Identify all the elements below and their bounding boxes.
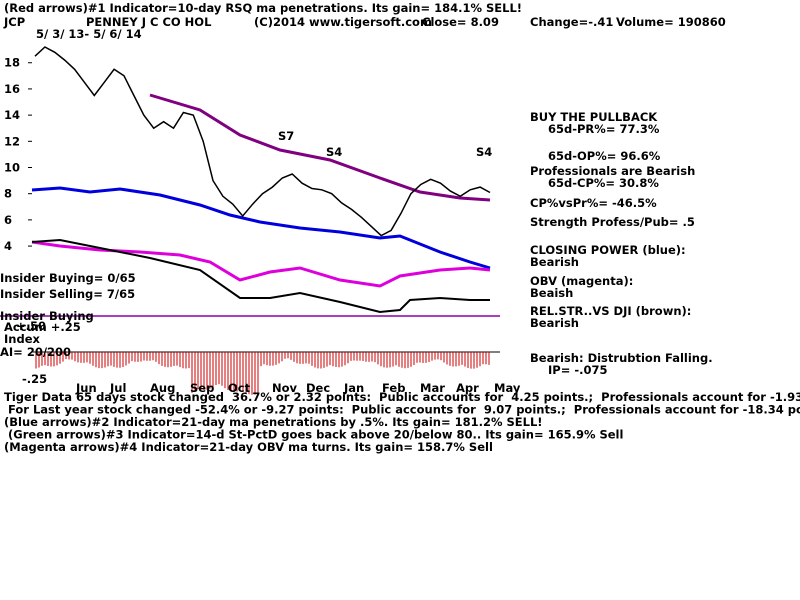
closing-power-line bbox=[31, 186, 491, 270]
x-tick-label: Jul bbox=[109, 381, 126, 395]
change: Change=-.41 bbox=[530, 15, 613, 29]
right-note: Bearish bbox=[530, 316, 579, 330]
footer-line: Tiger Data 65 days stock changed 36.7% o… bbox=[4, 390, 800, 404]
right-note: BUY THE PULLBACK bbox=[530, 110, 658, 124]
left-note: AI= 20/200 bbox=[0, 345, 71, 359]
left-note: Accum +.25 bbox=[4, 320, 81, 334]
right-note: 65d-OP%= 96.6% bbox=[548, 149, 661, 163]
y-tick-label: 14 bbox=[4, 108, 20, 122]
annotation: S4 bbox=[326, 145, 342, 159]
y-tick-label: 6 bbox=[4, 213, 12, 227]
y-tick-label: 18 bbox=[4, 56, 20, 70]
y-tick-label: 8 bbox=[4, 187, 12, 201]
header: (Red arrows)#1 Indicator=10-day RSQ ma p… bbox=[4, 1, 522, 15]
right-note: Bearish bbox=[530, 255, 579, 269]
x-tick-label: Oct bbox=[228, 381, 251, 395]
x-tick-label: Aug bbox=[150, 381, 175, 395]
right-note: Bearish: Distrubtion Falling. bbox=[530, 351, 713, 365]
footer-line: (Magenta arrows)#4 Indicator=21-day OBV … bbox=[4, 440, 493, 454]
date-range: 5/ 3/ 13- 5/ 6/ 14 bbox=[36, 27, 142, 41]
x-tick-label: Dec bbox=[306, 381, 330, 395]
source: (C)2014 www.tigersoft.com bbox=[254, 15, 432, 29]
relative-strength-line bbox=[31, 238, 490, 314]
footer-line: (Blue arrows)#2 Indicator=21-day ma pene… bbox=[4, 415, 543, 429]
x-tick-label: Mar bbox=[420, 381, 445, 395]
left-note: Index bbox=[4, 332, 40, 346]
x-tick-label: Sep bbox=[190, 381, 214, 395]
right-note: CLOSING POWER (blue): bbox=[530, 243, 686, 257]
x-tick-label: Nov bbox=[272, 381, 298, 395]
right-note: Professionals are Bearish bbox=[530, 164, 695, 178]
volume: Volume= 190860 bbox=[616, 15, 726, 29]
right-note: Strength Profess/Pub= .5 bbox=[530, 215, 695, 229]
footer-line: For Last year stock changed -52.4% or -9… bbox=[4, 403, 800, 417]
x-tick-label: Jun bbox=[75, 381, 97, 395]
y-tick-label: 12 bbox=[4, 134, 20, 148]
right-note: 65d-CP%= 30.8% bbox=[548, 176, 659, 190]
annotation: S4 bbox=[476, 145, 492, 159]
symbol: JCP bbox=[3, 15, 25, 29]
price-line bbox=[34, 46, 491, 237]
x-tick-label: Jan bbox=[343, 381, 364, 395]
right-note: Beaish bbox=[530, 286, 573, 300]
footer-line: (Green arrows)#3 Indicator=14-d St-PctD … bbox=[4, 428, 623, 442]
ai-bars bbox=[35, 352, 490, 395]
left-note: +.50 bbox=[16, 319, 46, 333]
x-tick-label: Feb bbox=[382, 381, 405, 395]
annotation: S7 bbox=[278, 129, 294, 143]
y-tick-label: 16 bbox=[4, 82, 20, 96]
right-note: 65d-PR%= 77.3% bbox=[548, 122, 660, 136]
y-tick-label: 4 bbox=[4, 239, 12, 253]
x-tick-label: May bbox=[494, 381, 521, 395]
left-note: Insider Buying= 0/65 bbox=[0, 271, 136, 285]
right-note: CP%vsPr%= -46.5% bbox=[530, 196, 657, 210]
close: Close= 8.09 bbox=[422, 15, 499, 29]
left-note: -.25 bbox=[22, 372, 47, 386]
right-note: REL.STR..VS DJI (brown): bbox=[530, 304, 691, 318]
left-note: Insider Selling= 7/65 bbox=[0, 287, 135, 301]
moving-average bbox=[149, 93, 491, 202]
y-tick-label: 10 bbox=[4, 161, 20, 175]
right-note: IP= -.075 bbox=[548, 363, 608, 377]
x-tick-label: Apr bbox=[456, 381, 479, 395]
left-note: Insider Buying bbox=[0, 309, 94, 323]
chart-title: PENNEY J C CO HOL bbox=[86, 15, 212, 29]
right-note: OBV (magenta): bbox=[530, 274, 633, 288]
